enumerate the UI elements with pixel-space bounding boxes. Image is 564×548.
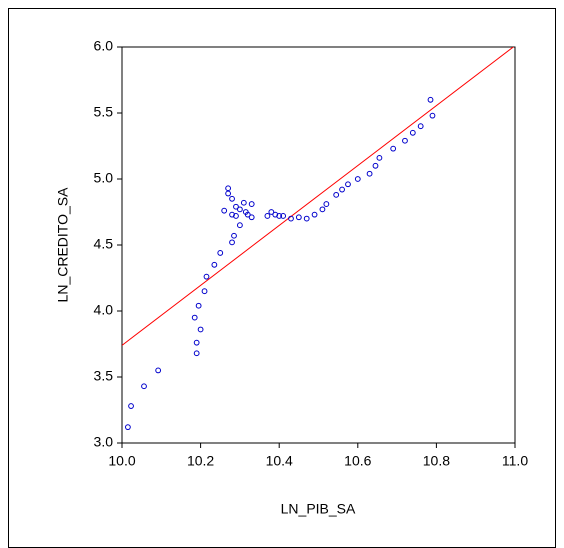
point [427, 96, 434, 103]
x-tick-label: 10.6 [344, 453, 371, 469]
x-tick-label: 10.8 [423, 453, 450, 469]
point [229, 195, 235, 202]
x-axis-label: LN_PIB_SA [281, 501, 356, 517]
point [203, 273, 210, 280]
point [229, 239, 235, 246]
point [319, 206, 326, 213]
point [221, 207, 228, 214]
point [264, 213, 271, 219]
point [191, 314, 198, 321]
point [390, 145, 397, 152]
point [288, 215, 294, 222]
point [195, 302, 202, 309]
point [193, 350, 200, 357]
point [354, 176, 361, 182]
point [201, 288, 208, 295]
point [366, 170, 373, 177]
point [237, 206, 243, 213]
plot-area [121, 46, 516, 444]
y-tick-label: 4.0 [94, 302, 114, 318]
point [339, 186, 345, 193]
point [276, 213, 283, 219]
point [409, 129, 416, 136]
point [295, 214, 302, 221]
y-axis-label: LN_CREDITO_SA [55, 187, 71, 303]
point [280, 213, 287, 219]
point [155, 367, 162, 374]
y-tick-label: 4.5 [94, 236, 114, 252]
point [248, 214, 255, 221]
point [429, 112, 436, 119]
point [193, 339, 200, 346]
point [372, 162, 379, 169]
point [248, 201, 255, 207]
point [231, 232, 237, 239]
point [211, 261, 218, 268]
point [141, 383, 147, 390]
fit-line [122, 47, 515, 346]
point [233, 203, 239, 210]
x-tick-label: 10.0 [108, 453, 135, 469]
point [303, 215, 310, 222]
point [233, 213, 239, 219]
y-tick-label: 3.5 [94, 368, 114, 384]
point [225, 185, 232, 192]
point [244, 211, 251, 218]
point [268, 209, 275, 215]
y-tick-label: 5.5 [94, 104, 114, 120]
point [124, 424, 131, 431]
x-tick-label: 11.0 [502, 453, 528, 469]
point [333, 191, 340, 198]
point [402, 137, 408, 144]
point [217, 250, 224, 256]
point [417, 123, 424, 130]
point [323, 201, 330, 207]
x-tick-label: 10.2 [187, 453, 214, 469]
point [197, 326, 204, 333]
y-tick-label: 5.0 [94, 170, 114, 186]
point [128, 403, 134, 409]
point [240, 199, 247, 206]
point [376, 154, 383, 161]
y-tick-label: 6.0 [94, 38, 114, 54]
point [311, 211, 318, 218]
point [345, 181, 351, 188]
y-tick-label: 3.0 [94, 434, 114, 450]
point [237, 222, 243, 229]
x-tick-label: 10.4 [266, 453, 293, 469]
point [225, 190, 232, 197]
